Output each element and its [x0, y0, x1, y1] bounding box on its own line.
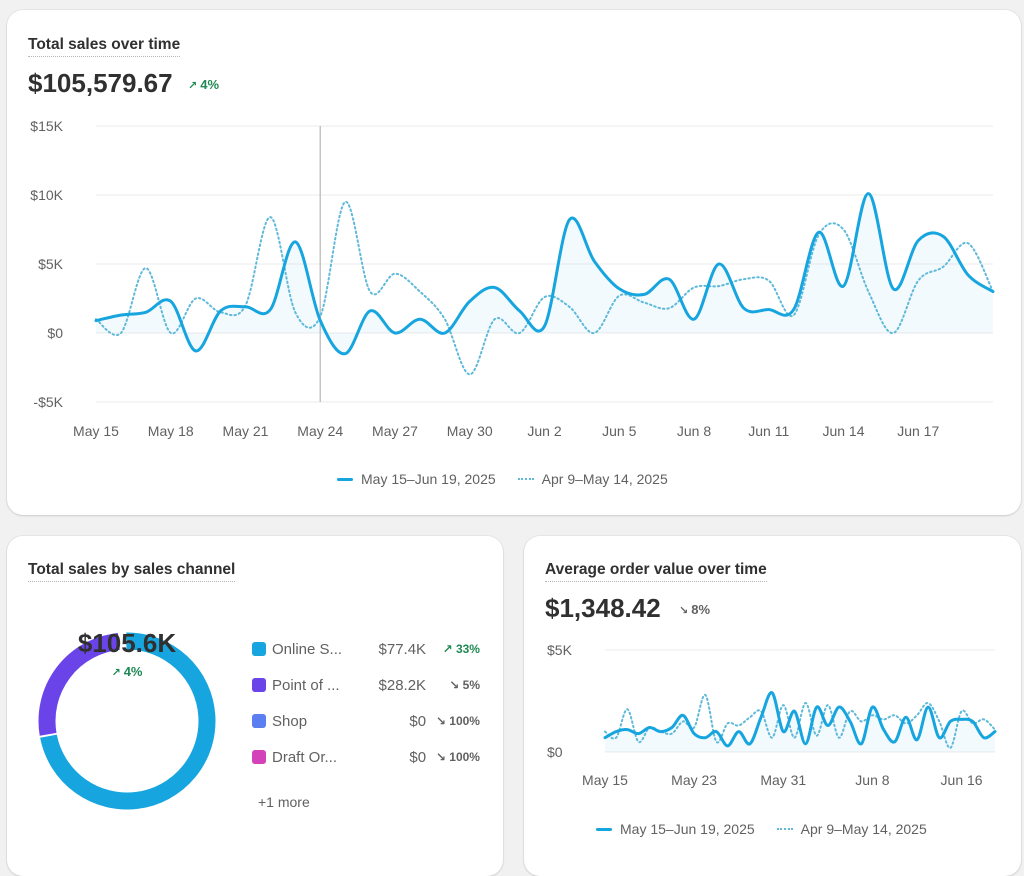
channel-delta: ↗ 33% [426, 642, 480, 656]
channel-row-point-of-sale[interactable]: Point of ... $28.2K ↘ 5% [252, 674, 480, 696]
x-tick-label: Jun 17 [897, 423, 939, 439]
legend-item-previous[interactable]: Apr 9–May 14, 2025 [517, 471, 668, 487]
arrow-down-right-icon: ↘ [449, 678, 463, 692]
arrow-down-right-icon: ↘ [679, 605, 689, 617]
channel-delta: ↘ 100% [426, 714, 480, 728]
x-tick-label: May 15 [582, 772, 628, 788]
legend-solid-swatch [596, 827, 612, 831]
donut-slice [40, 632, 216, 810]
sales-channel-donut[interactable] [27, 621, 227, 821]
total-sales-value: $105,579.67 [28, 68, 173, 98]
x-tick-label: Jun 11 [748, 423, 789, 439]
channel-delta: ↘ 100% [426, 750, 480, 764]
aov-title[interactable]: Average order value over time [545, 561, 767, 582]
total-sales-delta: ↗ 4% [188, 77, 219, 94]
legend-dotted-swatch [517, 478, 534, 480]
legend-current-label: May 15–Jun 19, 2025 [361, 471, 496, 487]
arrow-down-right-icon: ↘ [435, 750, 450, 764]
x-tick-label: Jun 14 [822, 423, 864, 439]
x-tick-label: May 23 [671, 772, 717, 788]
series-line-current [94, 192, 995, 356]
channel-delta-text: 100% [449, 750, 480, 764]
aov-delta: ↘ 8% [679, 602, 710, 619]
channel-swatch [252, 678, 266, 692]
legend-item-previous[interactable]: Apr 9–May 14, 2025 [776, 821, 927, 837]
channel-delta-text: 5% [462, 678, 480, 692]
x-tick-label: May 30 [447, 423, 493, 439]
legend-current-label: May 15–Jun 19, 2025 [620, 821, 755, 837]
channel-row-draft-orders[interactable]: Draft Or... $0 ↘ 100% [252, 746, 480, 768]
legend-item-current[interactable]: May 15–Jun 19, 2025 [596, 821, 755, 837]
legend-dotted-swatch [776, 828, 793, 830]
x-tick-label: Jun 16 [941, 772, 983, 788]
arrow-up-right-icon: ↗ [111, 667, 121, 679]
x-tick-label: May 24 [297, 423, 343, 439]
series-line-current [603, 691, 997, 748]
channel-value: $77.4K [378, 640, 427, 658]
total-sales-title[interactable]: Total sales over time [28, 36, 181, 57]
aov-delta-text: 8% [691, 602, 711, 617]
channel-swatch [252, 750, 266, 764]
sales-by-channel-title[interactable]: Total sales by sales channel [28, 561, 236, 582]
legend-item-current[interactable]: May 15–Jun 19, 2025 [337, 471, 496, 487]
channel-row-shop[interactable]: Shop $0 ↘ 100% [252, 710, 480, 732]
x-tick-label: May 31 [760, 772, 806, 788]
sales-by-channel-card: Total sales by sales channel $105.6K ↗ 4%… [7, 536, 503, 876]
legend-previous-label: Apr 9–May 14, 2025 [541, 471, 668, 487]
aov-legend: May 15–Jun 19, 2025 Apr 9–May 14, 2025 [596, 821, 949, 837]
y-tick-label: -$5K [33, 394, 63, 410]
channel-name: Point of ... [272, 676, 340, 694]
donut-center-delta: ↗ 4% [38, 664, 216, 679]
x-tick-label: Jun 8 [677, 423, 711, 439]
channel-delta: ↘ 5% [426, 678, 480, 692]
channel-swatch [252, 714, 266, 728]
legend-solid-swatch [337, 477, 353, 481]
aov-value: $1,348.42 [545, 593, 661, 623]
y-tick-label: $0 [547, 744, 563, 760]
channel-value: $0 [409, 748, 427, 766]
donut-slice [38, 632, 120, 736]
series-line-previous [95, 200, 994, 376]
more-channels-link[interactable]: +1 more [258, 794, 310, 810]
aov-card: Average order value over time $1,348.42 … [524, 536, 1021, 876]
arrow-up-right-icon: ↗ [442, 642, 456, 656]
donut-center: $105.6K ↗ 4% [38, 628, 216, 679]
y-tick-label: $5K [547, 642, 573, 658]
x-tick-label: May 15 [73, 423, 119, 439]
x-tick-label: May 21 [223, 423, 269, 439]
channel-name: Online S... [272, 640, 343, 658]
channel-delta-text: 33% [455, 642, 480, 656]
x-tick-label: Jun 5 [602, 423, 636, 439]
channel-name: Draft Or... [272, 748, 338, 766]
channel-row-online-store[interactable]: Online S... $77.4K ↗ 33% [252, 638, 480, 660]
donut-center-delta-text: 4% [123, 664, 143, 679]
y-tick-label: $5K [38, 256, 64, 272]
series-area [96, 193, 993, 354]
donut-center-value: $105.6K [77, 628, 177, 658]
series-line-previous [604, 693, 996, 749]
channel-value: $0 [409, 712, 427, 730]
arrow-up-right-icon: ↗ [188, 80, 198, 92]
y-tick-label: $0 [47, 325, 63, 341]
y-tick-label: $15K [30, 118, 63, 134]
channel-value: $28.2K [378, 676, 427, 694]
y-tick-label: $10K [30, 187, 63, 203]
x-tick-label: Jun 2 [527, 423, 561, 439]
total-sales-legend: May 15–Jun 19, 2025 Apr 9–May 14, 2025 [337, 471, 690, 487]
legend-previous-label: Apr 9–May 14, 2025 [800, 821, 927, 837]
channel-name: Shop [272, 712, 308, 730]
total-sales-chart[interactable]: $15K $10K $5K $0 -$5K May 15 May 18 May 21 May 2… [7, 110, 1021, 515]
channel-swatch [252, 642, 266, 656]
x-tick-label: May 18 [148, 423, 194, 439]
channel-delta-text: 100% [449, 714, 480, 728]
aov-chart[interactable]: $5K $0 May 15 May 23 May 31 Jun 8 Jun 16 [524, 636, 1021, 876]
total-sales-card: Total sales over time $105,579.67 ↗ 4% $1… [7, 10, 1021, 515]
x-tick-label: Jun 8 [855, 772, 889, 788]
total-sales-delta-text: 4% [200, 77, 220, 92]
x-tick-label: May 27 [372, 423, 418, 439]
arrow-down-right-icon: ↘ [435, 714, 450, 728]
